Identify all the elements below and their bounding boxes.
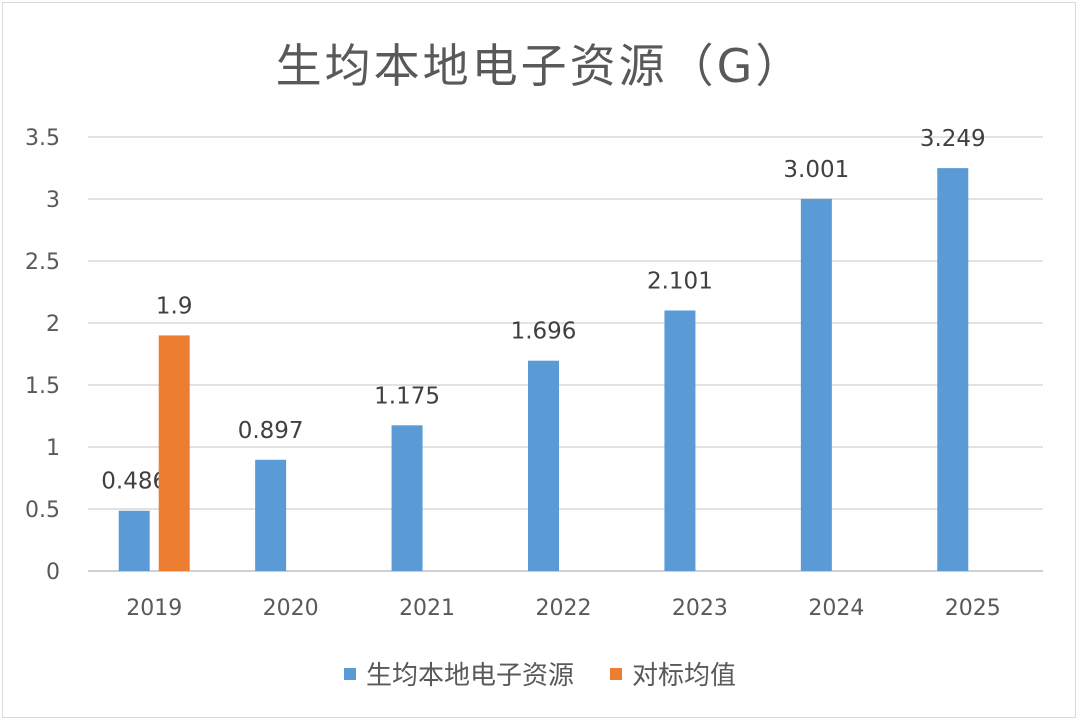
legend-item-series-1: 生均本地电子资源 [343, 655, 574, 692]
bar-series-1 [664, 310, 696, 571]
data-label: 1.696 [511, 319, 577, 345]
legend-label-series-1: 生均本地电子资源 [365, 661, 574, 691]
bar-series-2 [158, 335, 190, 571]
y-tick-label: 1 [46, 436, 60, 461]
x-tick-label: 2021 [399, 596, 455, 621]
x-tick-label: 2023 [672, 596, 728, 621]
bar-series-1 [391, 425, 423, 571]
y-tick-label: 3 [46, 188, 60, 213]
bar-series-1 [255, 459, 287, 571]
x-tick-label: 2020 [263, 596, 319, 621]
x-tick-label: 2022 [536, 596, 592, 621]
bar-series-1 [118, 510, 150, 571]
x-tick-label: 2019 [126, 596, 182, 621]
chart-title: 生均本地电子资源（G） [275, 39, 805, 93]
data-label: 3.249 [920, 126, 986, 152]
data-label: 0.486 [101, 469, 167, 495]
y-tick-label: 0 [46, 560, 60, 585]
data-label: 1.9 [156, 293, 193, 319]
y-tick-label: 0.5 [25, 498, 60, 523]
x-tick-label: 2024 [808, 596, 864, 621]
legend-swatch-series-1 [343, 667, 356, 680]
y-tick-label: 3.5 [25, 126, 60, 151]
bar-series-1 [800, 198, 832, 571]
legend-item-series-2: 对标均值 [610, 655, 736, 692]
legend-label-series-2: 对标均值 [632, 661, 737, 691]
data-label: 3.001 [783, 157, 849, 183]
y-tick-label: 2 [46, 312, 60, 337]
bar-series-1 [937, 168, 969, 571]
chart-legend: 生均本地电子资源 对标均值 [0, 655, 1080, 692]
data-label: 1.175 [374, 383, 440, 409]
x-tick-label: 2025 [945, 596, 1001, 621]
legend-swatch-series-2 [610, 667, 622, 680]
data-label: 2.101 [647, 268, 713, 294]
data-label: 0.897 [238, 418, 304, 444]
bar-series-1 [528, 360, 559, 571]
y-tick-label: 1.5 [25, 374, 60, 399]
y-tick-label: 2.5 [25, 250, 60, 275]
